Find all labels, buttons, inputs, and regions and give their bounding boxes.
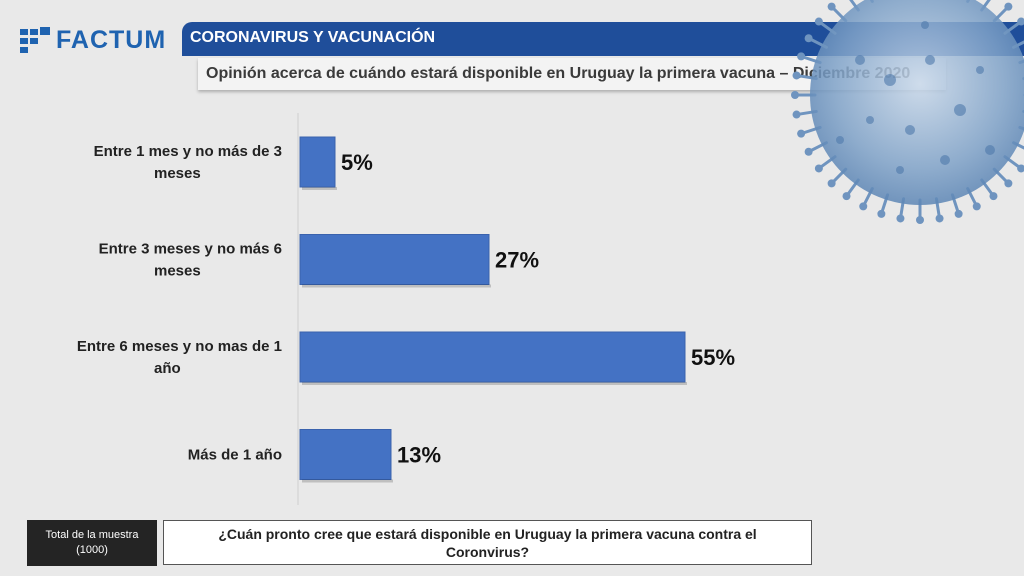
category-label-0: Entre 1 mes y no más de 3 meses: [94, 143, 282, 182]
page-title: CORONAVIRUS Y VACUNACIÓN: [190, 29, 436, 46]
category-label-2: Entre 6 meses y no mas de 1 año: [77, 338, 282, 377]
sample-label: Total de la muestra: [45, 529, 139, 541]
survey-question: ¿Cuán pronto cree que estará disponible …: [218, 525, 757, 560]
sample-size-box: Total de la muestra (1000): [27, 520, 157, 566]
bar-shadow-1: [302, 284, 491, 288]
bar-3: [299, 429, 392, 480]
coronavirus-illustration: [791, 0, 1024, 224]
bar-shadow-0: [302, 187, 337, 190]
category-label-1: Entre 3 meses y no más 6 meses: [99, 241, 282, 280]
value-label-3: 13%: [397, 443, 441, 468]
question-box: ¿Cuán pronto cree que estará disponible …: [163, 520, 812, 565]
bar-chart: 5% Entre 1 mes y no más de 3 meses 27% Entre…: [77, 113, 735, 505]
bar-1: [299, 234, 490, 285]
bar-shadow-3: [302, 479, 393, 483]
factum-logo-icon: [20, 26, 50, 53]
bar-0: [299, 136, 336, 188]
sample-size: (1000): [76, 544, 108, 556]
bar-2: [299, 331, 686, 383]
brand-name: FACTUM: [56, 26, 167, 54]
category-label-3: Más de 1 año: [188, 447, 282, 464]
value-label-2: 55%: [691, 345, 735, 370]
value-label-0: 5%: [341, 150, 373, 175]
bar-shadow-2: [302, 382, 687, 385]
factum-logo: FACTUM: [20, 26, 166, 55]
value-label-1: 27%: [495, 248, 539, 273]
page-subtitle: Opinión acerca de cuándo estará disponib…: [206, 65, 911, 82]
